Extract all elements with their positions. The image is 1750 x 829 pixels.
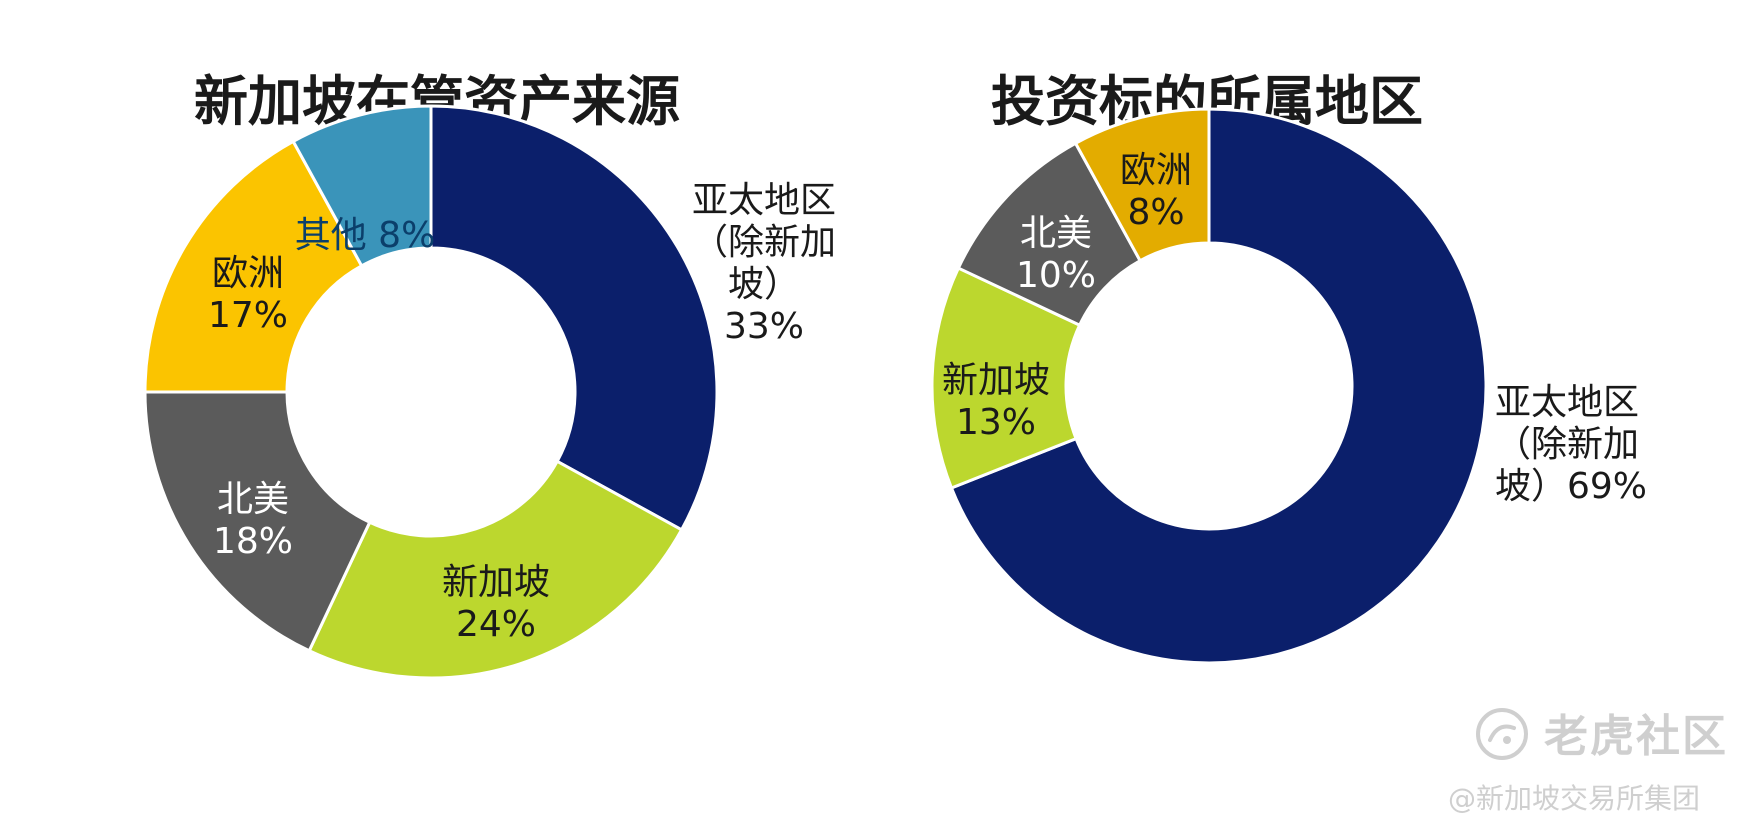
donut-slice <box>949 107 1488 665</box>
watermark-brand: 老虎社区 <box>1544 711 1728 762</box>
tiger-logo-icon <box>1474 706 1530 766</box>
slice-label: 新加坡 24% <box>442 562 550 645</box>
donut-slice <box>291 104 433 268</box>
donut-slice <box>429 104 719 532</box>
donut-slice <box>930 266 1082 490</box>
slice-label: 北美 18% <box>213 479 293 562</box>
donut-slice <box>143 390 372 653</box>
watermark-credit: @新加坡交易所集团 <box>1448 782 1701 815</box>
slice-label: 欧洲 17% <box>208 253 288 336</box>
donut-slice <box>1073 107 1211 263</box>
slice-label: 新加坡 13% <box>942 360 1050 443</box>
slice-label: 欧洲 8% <box>1120 150 1192 233</box>
slice-label: 北美 10% <box>1016 213 1096 296</box>
slice-label: 亚太地区（除新加坡）69% <box>1495 382 1647 507</box>
slice-label: 亚太地区（除新加坡） 33% <box>692 180 836 347</box>
donut-slice <box>307 459 684 680</box>
slice-label: 其他 8% <box>295 215 436 256</box>
donut-slice <box>143 139 364 394</box>
